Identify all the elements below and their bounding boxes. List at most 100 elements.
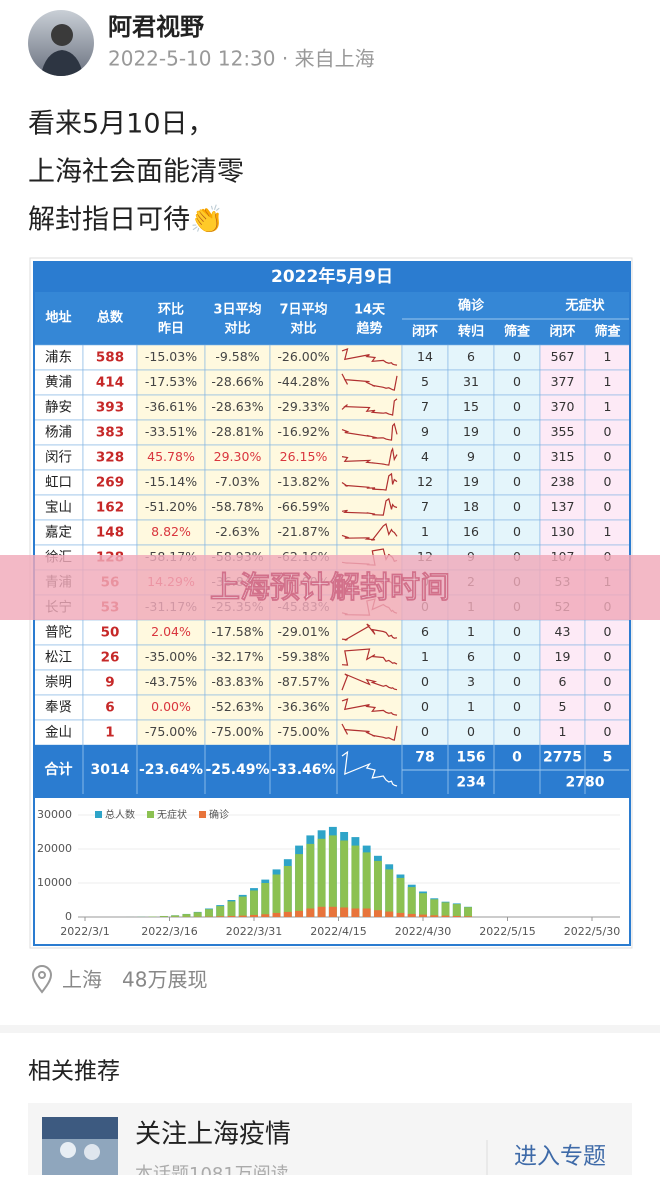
cell-value: 3: [467, 674, 475, 689]
cell-value: -16.92%: [277, 424, 329, 439]
cell-value: 130: [551, 524, 575, 539]
cell-value: 50: [101, 625, 120, 641]
y-tick-label: 30000: [37, 808, 72, 821]
bar: [453, 904, 461, 917]
cell-value: 1: [421, 524, 429, 539]
table-title: 2022年5月9日: [271, 266, 393, 287]
cell-value: 12: [417, 474, 433, 489]
cell-value: 0: [604, 724, 612, 739]
cell: [337, 520, 402, 545]
total-value: 3014: [91, 762, 130, 778]
bar: [261, 883, 269, 917]
bar: [228, 901, 236, 917]
location[interactable]: 上海: [62, 968, 102, 992]
divider: [0, 1025, 660, 1033]
bar: [397, 913, 405, 917]
post-meta: 2022-5-10 12:30 · 来自上海: [108, 47, 375, 71]
cell: [337, 670, 402, 695]
total-sum: 2780: [566, 775, 605, 791]
cell-value: 148: [96, 525, 124, 541]
bar: [340, 907, 348, 917]
cell-value: 0: [513, 349, 521, 364]
district-name: 嘉定: [45, 525, 72, 541]
district-name: 宝山: [45, 500, 72, 516]
bar: [273, 875, 281, 918]
cell-value: -15.03%: [145, 349, 197, 364]
total-value: -23.64%: [139, 762, 203, 778]
card-title: 关注上海疫情: [135, 1120, 291, 1150]
cell-value: 0: [513, 374, 521, 389]
cell-value: 26: [101, 650, 120, 666]
subcolumn-header: 筛查: [504, 324, 531, 340]
cell-value: 383: [96, 425, 124, 441]
column-header: 对比: [290, 321, 316, 337]
cell-value: -17.58%: [211, 624, 263, 639]
cell-value: 8.82%: [151, 524, 191, 539]
cell-value: 9: [105, 675, 114, 691]
bar: [228, 916, 236, 917]
bar: [408, 887, 416, 917]
cell-value: 1: [421, 649, 429, 664]
user-name[interactable]: 阿君视野: [108, 13, 204, 41]
cell-value: 0: [513, 399, 521, 414]
cell-value: 6: [467, 349, 475, 364]
cell-value: -83.83%: [211, 674, 263, 689]
cell-value: 377: [551, 374, 575, 389]
cell-value: 29.30%: [214, 449, 262, 464]
cell-value: 6: [421, 624, 429, 639]
cell-value: 315: [551, 449, 575, 464]
bar: [397, 878, 405, 917]
bar: [194, 912, 202, 917]
cell-value: 2.04%: [151, 624, 191, 639]
cell-value: -28.66%: [211, 374, 263, 389]
cell-value: 15: [463, 399, 479, 414]
cell-value: 19: [463, 474, 479, 489]
district-name: 浦东: [45, 350, 72, 366]
bar: [442, 916, 450, 917]
cell-value: -28.81%: [211, 424, 263, 439]
column-header: 地址: [45, 310, 71, 326]
cell-value: 0: [513, 624, 521, 639]
bar: [295, 854, 303, 917]
total-sum: 234: [456, 775, 485, 791]
cell-value: -9.58%: [215, 349, 259, 364]
group-header: 确诊: [458, 298, 485, 314]
district-name: 奉贤: [45, 700, 72, 716]
x-tick-label: 2022/4/30: [395, 925, 451, 938]
cell-value: 393: [96, 400, 124, 416]
bar: [430, 915, 438, 917]
y-tick-label: 0: [65, 910, 72, 923]
x-tick-label: 2022/5/15: [479, 925, 535, 938]
column-header: 昨日: [158, 321, 184, 337]
bar: [318, 907, 326, 917]
avatar[interactable]: [28, 10, 94, 80]
cell-value: 0: [513, 649, 521, 664]
cell-value: 0: [604, 449, 612, 464]
cell-value: -33.51%: [145, 424, 197, 439]
cell-value: 4: [421, 449, 429, 464]
cell-value: -43.75%: [145, 674, 197, 689]
bar: [453, 916, 461, 917]
total-value: 78: [415, 750, 434, 766]
cell-value: 16: [463, 524, 479, 539]
section-title: 相关推荐: [28, 1059, 120, 1085]
cell-value: -58.78%: [211, 499, 263, 514]
card-action[interactable]: 进入专题: [514, 1144, 606, 1170]
column-header: 对比: [224, 321, 250, 337]
column-header: 14天: [354, 303, 386, 318]
cell-value: 26.15%: [280, 449, 328, 464]
bar: [205, 909, 213, 917]
cell-value: 137: [551, 499, 575, 514]
cell-value: 0: [604, 424, 612, 439]
cell-value: -44.28%: [277, 374, 329, 389]
bar: [464, 916, 472, 917]
cell-value: -15.14%: [145, 474, 197, 489]
cell-value: 1: [604, 374, 612, 389]
bar: [464, 907, 472, 917]
column-header: 总数: [97, 310, 124, 326]
district-name: 闵行: [45, 450, 72, 466]
cell-value: 162: [96, 500, 124, 516]
bar: [385, 869, 393, 917]
legend-label: 无症状: [157, 808, 187, 821]
